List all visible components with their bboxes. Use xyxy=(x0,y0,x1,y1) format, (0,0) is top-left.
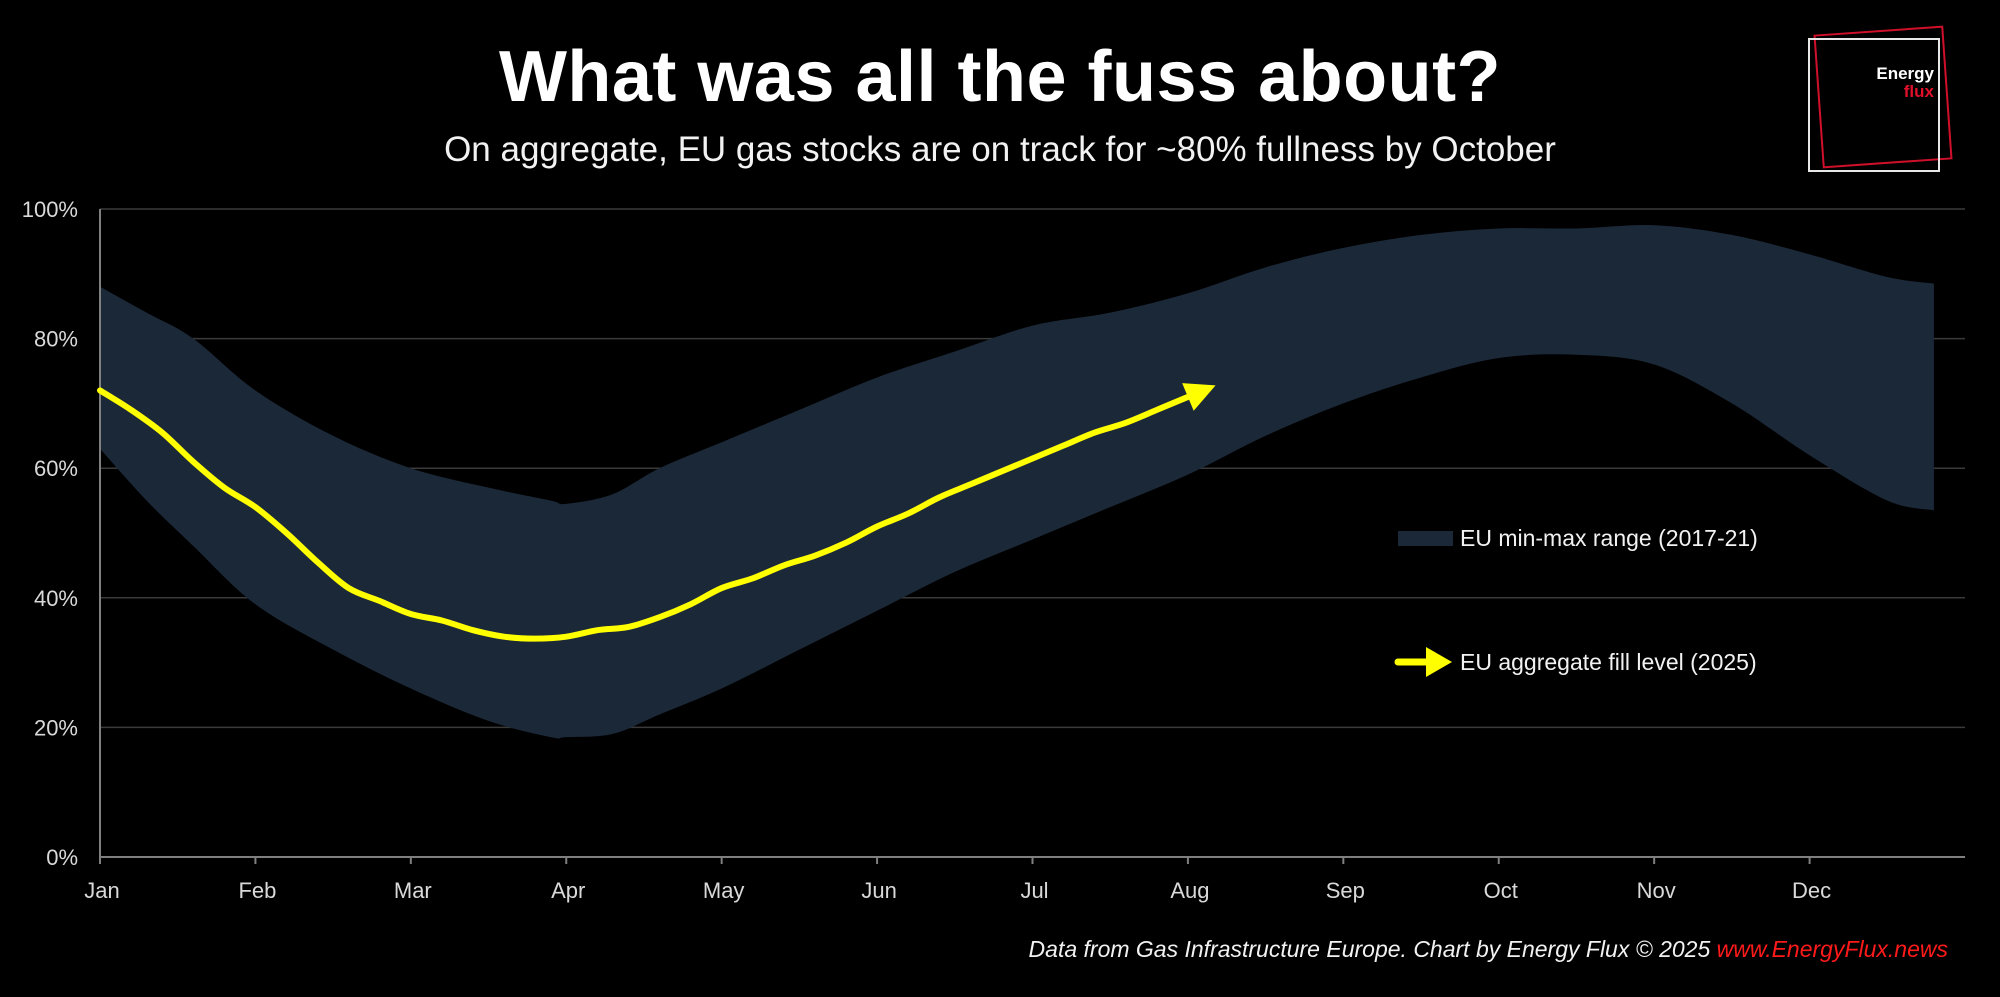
source-footer: Data from Gas Infrastructure Europe. Cha… xyxy=(1029,936,1948,963)
footer-url[interactable]: www.EnergyFlux.news xyxy=(1716,936,1948,962)
x-tick-label: Jul xyxy=(1020,878,1048,903)
y-tick-label: 100% xyxy=(22,197,78,222)
x-tick-label: Feb xyxy=(238,878,276,903)
chart-title: What was all the fuss about? xyxy=(498,37,1502,117)
y-tick-label: 60% xyxy=(34,456,78,481)
legend-arrow-icon xyxy=(1426,647,1452,677)
fill-level-arrowhead xyxy=(1182,383,1216,411)
y-tick-label: 20% xyxy=(34,715,78,740)
chart-subtitle: On aggregate, EU gas stocks are on track… xyxy=(444,130,1556,169)
y-tick-label: 40% xyxy=(34,586,78,611)
legend: EU min-max range (2017-21) EU aggregate … xyxy=(1394,525,1758,677)
x-tick-label: Apr xyxy=(551,878,585,903)
min-max-range-band xyxy=(100,225,1934,739)
legend-band-swatch xyxy=(1398,531,1453,546)
y-axis-ticks: 0% 20% 40% 60% 80% 100% xyxy=(22,197,78,870)
x-tick-label: Aug xyxy=(1170,878,1209,903)
y-tick-label: 80% xyxy=(34,327,78,352)
fill-level-line xyxy=(97,387,1191,642)
legend-line-label: EU aggregate fill level (2025) xyxy=(1460,649,1757,675)
logo-white-frame xyxy=(1808,38,1940,172)
x-tick-label: Mar xyxy=(394,878,432,903)
footer-text: Data from Gas Infrastructure Europe. Cha… xyxy=(1028,936,1717,962)
x-tick-label: Jun xyxy=(861,878,896,903)
logo-text-flux: flux xyxy=(1903,82,1934,101)
energy-flux-logo: Energy flux xyxy=(1800,24,1953,174)
x-tick-label: Oct xyxy=(1484,878,1518,903)
x-axis-ticks: Jan Feb Mar Apr May Jun Jul Aug Sep Oct Nov Dec xyxy=(84,857,1831,903)
legend-band-label: EU min-max range (2017-21) xyxy=(1460,525,1758,551)
x-tick-label: Sep xyxy=(1326,878,1365,903)
x-tick-label: Dec xyxy=(1792,878,1831,903)
x-tick-label: Jan xyxy=(84,878,119,903)
y-tick-label: 0% xyxy=(46,845,78,870)
x-tick-label: Nov xyxy=(1637,878,1676,903)
x-tick-label: May xyxy=(703,878,745,903)
logo-text-energy: Energy xyxy=(1876,64,1934,83)
